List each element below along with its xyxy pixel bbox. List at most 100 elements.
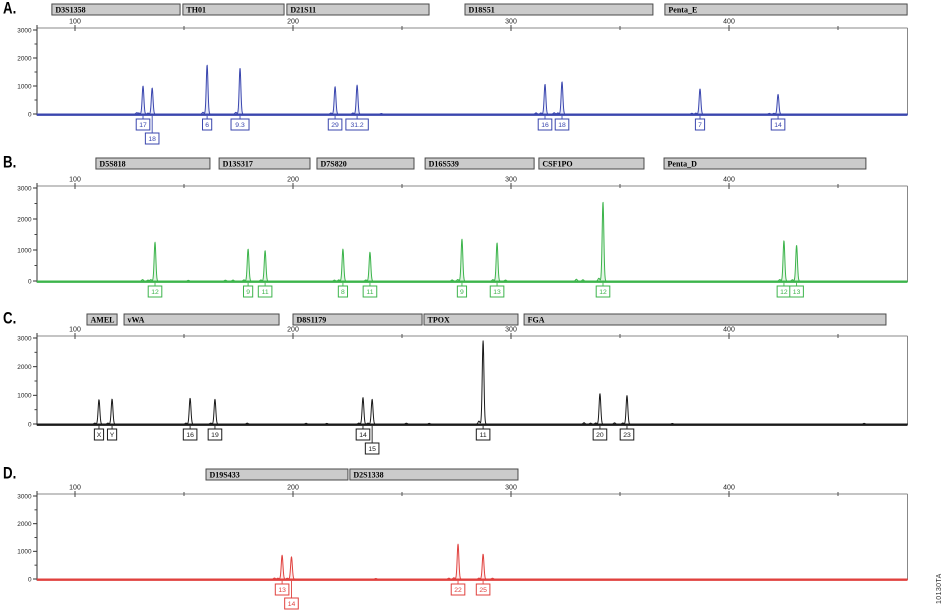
marker-bar	[86, 313, 118, 326]
marker-bar	[664, 3, 908, 16]
marker-bar	[663, 157, 867, 170]
x-tick-label: 100	[69, 485, 81, 492]
dye-trace-red	[36, 543, 908, 580]
marker-bar	[123, 313, 280, 326]
allele-label: 16	[541, 122, 549, 129]
allele-label: 14	[774, 122, 782, 129]
allele-label: 9	[460, 289, 464, 296]
allele-label: X	[97, 432, 102, 439]
allele-label: 11	[480, 432, 487, 439]
marker-bar	[95, 157, 211, 170]
marker-label: D8S1179	[297, 316, 327, 325]
allele-box	[694, 118, 706, 131]
allele-box	[144, 132, 160, 145]
allele-box	[207, 428, 223, 441]
marker-label: D18S51	[469, 6, 495, 15]
allele-label: 14	[288, 601, 296, 608]
marker-bar	[51, 3, 181, 16]
allele-label: 6	[205, 122, 209, 129]
allele-box	[242, 285, 254, 298]
allele-label: 14	[359, 432, 367, 439]
allele-box	[182, 428, 198, 441]
allele-box	[450, 583, 466, 596]
marker-label: D7S820	[320, 160, 346, 169]
allele-label: 18	[148, 136, 156, 143]
panel-letter-c: C.	[3, 309, 16, 328]
allele-box	[475, 428, 491, 441]
x-tick-label: 400	[723, 485, 735, 492]
panel-c: C. AMEL vWA D8S1179 TPOX FGA 100 200 300 400 0 1000…	[3, 309, 908, 455]
x-tick-label: 100	[69, 327, 81, 334]
marker-label: D2S1338	[353, 471, 383, 480]
y-tick-label: 2000	[17, 216, 32, 223]
allele-box	[554, 118, 570, 131]
marker-bar	[523, 313, 887, 326]
y-tick-label: 0	[28, 111, 32, 118]
allele-box	[537, 118, 553, 131]
marker-bar	[464, 3, 654, 16]
y-tick-label: 3000	[17, 185, 32, 192]
x-tick-label: 400	[723, 177, 735, 184]
allele-box	[147, 285, 163, 298]
panel-d: D. D19S433 D2S1338 100 200 300 400 0 1000 2000 300…	[3, 464, 908, 610]
allele-box	[274, 583, 290, 596]
marker-bar	[218, 157, 311, 170]
allele-label: 12	[599, 289, 607, 296]
marker-bar	[205, 468, 349, 481]
marker-label: D21S11	[290, 6, 316, 15]
y-tick-label: 2000	[17, 364, 32, 371]
allele-label: Y	[110, 432, 115, 439]
y-tick-label: 0	[28, 278, 32, 285]
allele-box	[106, 428, 118, 441]
allele-box	[489, 285, 505, 298]
marker-bar	[538, 157, 645, 170]
allele-box	[327, 118, 343, 131]
allele-label: 12	[151, 289, 159, 296]
allele-label: 9	[246, 289, 250, 296]
marker-bar	[424, 157, 535, 170]
panel-letter-a: A.	[3, 0, 16, 18]
allele-box	[362, 285, 378, 298]
allele-box	[230, 118, 250, 131]
allele-label: 8	[341, 289, 345, 296]
allele-label: 15	[368, 446, 376, 453]
allele-label: 20	[596, 432, 604, 439]
marker-bar	[286, 3, 430, 16]
marker-label: CSF1PO	[542, 160, 572, 169]
allele-label: 7	[698, 122, 702, 129]
dye-trace-blue	[36, 64, 908, 115]
panel-a: A. D3S1358 TH01 D21S11 D18S51 Penta_E 100 200 30…	[3, 0, 908, 145]
y-tick-label: 0	[28, 421, 32, 428]
allele-label: 11	[366, 289, 373, 296]
x-tick-label: 200	[287, 327, 299, 334]
marker-label: TPOX	[428, 316, 450, 325]
x-tick-label: 200	[287, 19, 299, 26]
y-tick-label: 2000	[17, 55, 32, 62]
allele-label: 17	[139, 122, 147, 129]
marker-bar	[423, 313, 519, 326]
allele-box	[475, 583, 491, 596]
allele-label: 12	[780, 289, 788, 296]
y-tick-label: 1000	[17, 393, 32, 400]
allele-label: 19	[211, 432, 219, 439]
marker-bar	[316, 157, 415, 170]
allele-box	[592, 428, 608, 441]
marker-label: FGA	[528, 316, 545, 325]
allele-label: 31.2	[350, 122, 363, 129]
allele-box	[337, 285, 349, 298]
marker-label: D3S1358	[55, 6, 85, 15]
x-tick-label: 400	[723, 19, 735, 26]
allele-box	[595, 285, 611, 298]
allele-label: 22	[454, 587, 462, 594]
marker-label: AMEL	[90, 316, 114, 325]
x-tick-label: 200	[287, 177, 299, 184]
allele-label: 16	[186, 432, 194, 439]
allele-box	[770, 118, 786, 131]
marker-label: Penta_D	[668, 160, 698, 169]
allele-box	[456, 285, 468, 298]
allele-label: 13	[278, 587, 286, 594]
marker-bar	[182, 3, 285, 16]
marker-bar	[292, 313, 423, 326]
y-tick-label: 2000	[17, 521, 32, 528]
